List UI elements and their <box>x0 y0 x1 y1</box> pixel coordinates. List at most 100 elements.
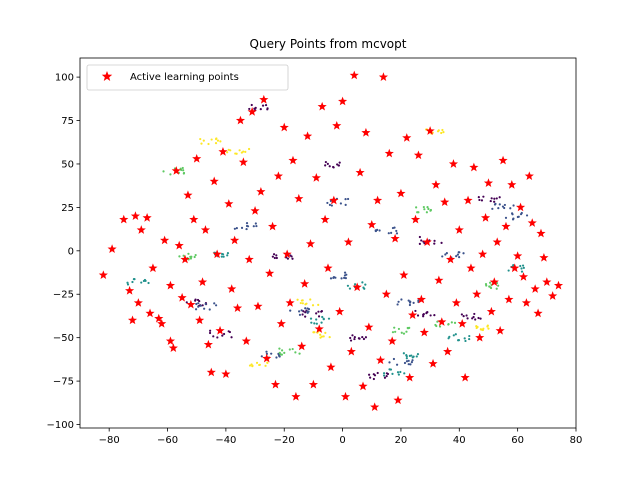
active-learning-point <box>516 202 526 212</box>
class-1-point <box>265 350 268 353</box>
active-learning-point <box>317 101 327 111</box>
class-0-point <box>201 304 204 307</box>
class-3-point <box>397 327 401 331</box>
class-4-point <box>299 301 302 305</box>
class-0-point <box>418 242 421 245</box>
class-1-point <box>462 252 465 255</box>
active-learning-point <box>177 292 187 302</box>
class-0-point <box>376 371 379 375</box>
class-3-point <box>436 320 439 323</box>
class-0-point <box>302 310 305 313</box>
class-3-point <box>182 254 185 257</box>
x-tick-label: 40 <box>453 435 466 446</box>
x-tick-label: −60 <box>157 435 178 446</box>
active-learning-point <box>311 173 321 182</box>
class-1-point <box>397 300 400 303</box>
class-2-point <box>140 281 143 284</box>
class-1-point <box>501 205 505 208</box>
class-2-point <box>222 253 225 256</box>
class-0-point <box>477 196 480 199</box>
class-3-point <box>447 322 450 326</box>
class-4-point <box>440 131 443 135</box>
class-1-point <box>289 309 292 312</box>
class-1-point <box>260 355 263 358</box>
class-0-point <box>493 200 496 203</box>
class-0-point <box>332 165 335 169</box>
class-0-point <box>221 334 224 337</box>
class-0-point <box>426 311 429 314</box>
class-0-point <box>422 315 425 318</box>
class-1-point <box>395 363 399 366</box>
active-learning-point <box>419 327 429 337</box>
active-learning-point <box>262 353 272 363</box>
class-1-point <box>510 212 514 215</box>
class-4-point <box>207 142 210 146</box>
class-4-point <box>309 298 312 301</box>
active-learning-point <box>524 171 534 181</box>
active-learning-point <box>460 372 470 382</box>
class-2-point <box>397 373 400 376</box>
y-tick-label: −75 <box>53 377 74 388</box>
class-3-point <box>408 326 411 329</box>
class-3-point <box>283 351 286 355</box>
class-0-point <box>498 196 501 199</box>
active-learning-point <box>127 315 138 325</box>
x-axis: −80 −60 −40 −20 0 20 40 60 80 <box>99 428 582 446</box>
active-learning-point <box>227 284 237 293</box>
class-2-point <box>315 318 318 321</box>
class-1-point <box>511 218 515 221</box>
class-1-point <box>343 271 347 274</box>
class-4-point <box>202 139 205 142</box>
class-0-point <box>349 336 352 340</box>
active-learning-point <box>125 285 135 295</box>
active-learning-point <box>539 252 549 262</box>
class-2-point <box>132 278 136 281</box>
active-learning-point <box>320 214 330 224</box>
active-learning-point <box>367 219 377 229</box>
class-4-point <box>226 151 229 154</box>
class-2-point <box>391 372 394 375</box>
active-learning-point <box>221 369 231 379</box>
class-3-point <box>495 281 499 285</box>
class-0-point <box>489 199 492 203</box>
class-4-point <box>311 304 315 307</box>
class-1-point <box>374 229 377 233</box>
class-4-point <box>244 150 247 153</box>
class-4-point <box>304 303 307 306</box>
active-learning-point <box>268 221 278 231</box>
active-learning-point <box>343 237 353 247</box>
class-4-point <box>475 326 478 330</box>
legend-star-marker <box>101 71 113 81</box>
class-0-point <box>275 256 278 260</box>
class-0-point <box>261 104 265 107</box>
x-tick-label: 0 <box>339 435 345 446</box>
class-4-point <box>301 302 304 305</box>
active-learning-point <box>454 225 464 234</box>
class-1-point <box>503 206 506 210</box>
class-1-point <box>344 277 347 280</box>
active-learning-point <box>186 299 196 309</box>
class-0-point <box>304 315 307 318</box>
active-learning-point <box>235 115 246 125</box>
class-0-point <box>460 313 463 316</box>
x-tick-label: 60 <box>511 435 524 446</box>
active-learning-point <box>265 268 275 278</box>
active-learning-point <box>445 254 456 264</box>
class-0-point <box>385 372 388 375</box>
plot-background <box>80 58 576 428</box>
class-0-point <box>466 317 469 320</box>
class-4-point <box>328 336 331 339</box>
class-1-point <box>445 252 448 255</box>
class-4-point <box>324 331 327 334</box>
class-0-point <box>301 313 304 316</box>
class-1-point <box>254 222 257 225</box>
active-learning-point <box>548 291 558 300</box>
class-2-point <box>448 335 451 338</box>
class-0-point <box>477 316 480 320</box>
class-1-point <box>240 226 244 229</box>
y-tick-label: −50 <box>53 333 74 344</box>
active-learning-point <box>349 70 359 80</box>
class-4-point <box>486 325 489 328</box>
class-4-point <box>317 303 320 306</box>
active-learning-point <box>119 214 129 224</box>
